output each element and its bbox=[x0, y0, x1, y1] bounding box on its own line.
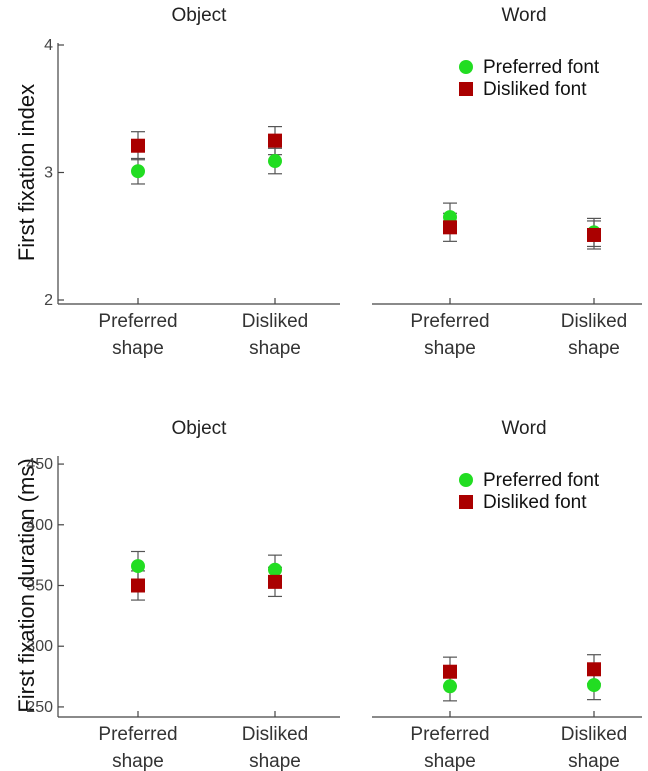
y-tick-label: 4 bbox=[44, 37, 53, 54]
data-point-preferred-font bbox=[268, 562, 282, 577]
legend-marker-square bbox=[459, 495, 473, 509]
panel-title: Word bbox=[501, 418, 546, 439]
data-point-preferred-font bbox=[131, 164, 145, 179]
panel-title: Word bbox=[501, 5, 546, 26]
x-tick-label: Preferred bbox=[98, 724, 177, 745]
y-axis-label: First fixation index bbox=[14, 84, 39, 261]
data-point-preferred-font bbox=[443, 679, 457, 694]
y-tick-label: 3 bbox=[44, 165, 53, 182]
x-tick-label: shape bbox=[249, 338, 301, 359]
panel-word: Word Preferred shape Disliked shape Preferred… bbox=[372, 5, 642, 359]
legend-marker-square bbox=[459, 82, 473, 96]
panel-word: Word Preferred shape Disliked shape Preferred… bbox=[372, 418, 642, 771]
x-tick-label: Disliked bbox=[561, 311, 628, 332]
panel-object: Object 2 3 4 Preferred shape Disliked shape bbox=[44, 5, 340, 359]
panel-title: Object bbox=[172, 5, 228, 26]
y-axis-label: First fixation duration (ms) bbox=[14, 458, 39, 712]
x-tick-label: Disliked bbox=[561, 724, 628, 745]
data-point-disliked-font bbox=[443, 664, 457, 679]
legend-label: Preferred font bbox=[483, 57, 600, 78]
x-tick-label: Preferred bbox=[98, 311, 177, 332]
legend-marker-circle bbox=[459, 473, 473, 487]
data-point-disliked-font bbox=[443, 220, 457, 235]
legend-label: Disliked font bbox=[483, 79, 587, 100]
x-tick-label: shape bbox=[424, 751, 476, 771]
x-tick-label: Disliked bbox=[242, 724, 309, 745]
panel-title: Object bbox=[172, 418, 228, 439]
x-tick-label: shape bbox=[112, 338, 164, 359]
data-point-disliked-font bbox=[268, 574, 282, 589]
y-tick-label: 2 bbox=[44, 292, 53, 309]
x-tick-label: shape bbox=[568, 338, 620, 359]
data-point-disliked-font bbox=[587, 227, 601, 242]
x-tick-label: shape bbox=[112, 751, 164, 771]
y-tick-label: 350 bbox=[26, 578, 53, 595]
y-tick-label: 450 bbox=[26, 456, 53, 473]
y-tick-label: 300 bbox=[26, 638, 53, 655]
data-point-preferred-font bbox=[587, 678, 601, 693]
data-point-disliked-font bbox=[268, 133, 282, 148]
legend-label: Disliked font bbox=[483, 492, 587, 513]
data-point-preferred-font bbox=[268, 154, 282, 169]
x-tick-label: shape bbox=[249, 751, 301, 771]
x-tick-label: Disliked bbox=[242, 311, 309, 332]
data-point-preferred-font bbox=[131, 559, 145, 574]
panel-object: Object 250 300 350 400 450 Preferred shape Disli… bbox=[26, 418, 340, 771]
y-tick-label: 250 bbox=[26, 699, 53, 716]
chart-row-bottom: First fixation duration (ms) Object 250 300… bbox=[14, 418, 642, 771]
data-point-disliked-font bbox=[131, 578, 145, 593]
x-tick-label: Preferred bbox=[410, 724, 489, 745]
legend-marker-circle bbox=[459, 60, 473, 74]
x-tick-label: shape bbox=[568, 751, 620, 771]
chart-row-top: First fixation index Object 2 3 4 Preferred sh… bbox=[14, 5, 642, 359]
data-point-disliked-font bbox=[587, 662, 601, 677]
data-point-disliked-font bbox=[131, 138, 145, 153]
x-tick-label: shape bbox=[424, 338, 476, 359]
legend-label: Preferred font bbox=[483, 470, 600, 491]
x-tick-label: Preferred bbox=[410, 311, 489, 332]
y-tick-label: 400 bbox=[26, 517, 53, 534]
